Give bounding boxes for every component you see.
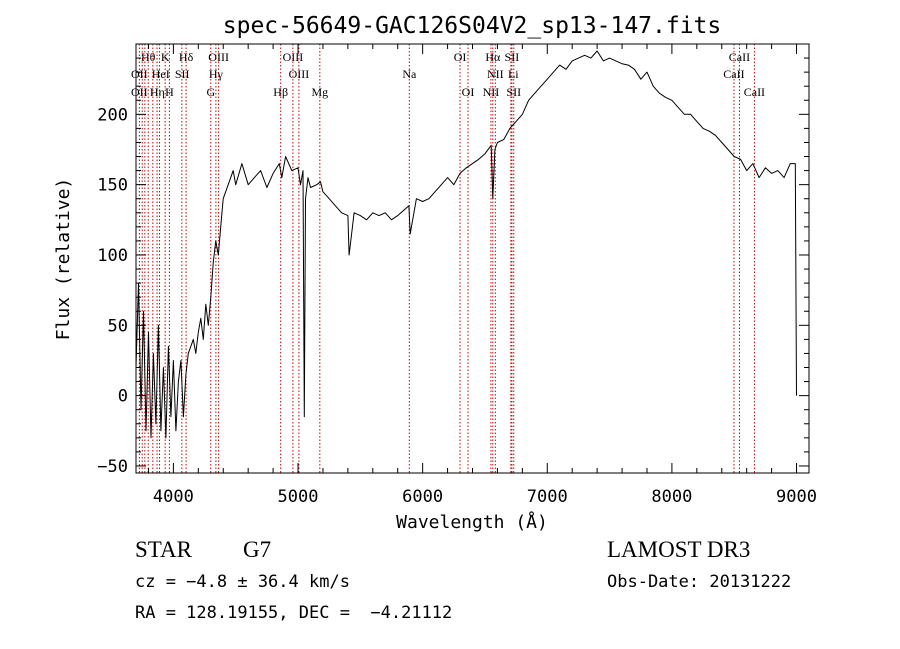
y-axis: −50 0 50 100 150 200 bbox=[97, 57, 809, 477]
line-label: K bbox=[161, 50, 170, 64]
line-label: SII bbox=[506, 85, 521, 99]
line-label: SII bbox=[505, 50, 520, 64]
line-label: Hθ bbox=[141, 50, 156, 64]
x-tick-label: 4000 bbox=[153, 487, 194, 507]
line-label: OIII bbox=[283, 50, 304, 64]
y-tick-label: 50 bbox=[108, 316, 128, 336]
line-label: Mg bbox=[311, 85, 328, 99]
line-label: NII bbox=[483, 85, 500, 99]
spectrum-layer bbox=[135, 50, 797, 439]
x-tick-label: 7000 bbox=[527, 487, 568, 507]
line-marker-layer bbox=[138, 44, 755, 473]
line-label: H bbox=[165, 85, 174, 99]
line-label: Na bbox=[402, 67, 417, 81]
chart-title: spec-56649-GAC126S04V2_sp13-147.fits bbox=[223, 13, 722, 39]
spectral-subclass: G7 bbox=[243, 537, 272, 562]
line-label: CaII bbox=[744, 85, 765, 99]
y-tick-label: 200 bbox=[97, 105, 128, 125]
y-tick-label: 0 bbox=[118, 387, 128, 407]
x-tick-label: 6000 bbox=[402, 487, 443, 507]
line-label: Hδ bbox=[179, 50, 194, 64]
line-label: OIII bbox=[289, 67, 310, 81]
line-label-layer: Hθ K Hδ OIII OIII OI Hα SII CaII OII HeI SII Hγ OIII N… bbox=[131, 50, 765, 99]
y-tick-label: 150 bbox=[97, 176, 128, 196]
line-label: OIII bbox=[208, 50, 229, 64]
line-label: G bbox=[206, 85, 215, 99]
line-label: OI bbox=[454, 50, 467, 64]
line-label: Hγ bbox=[209, 67, 224, 81]
y-axis-label: Flux (relative) bbox=[53, 178, 74, 341]
line-label: HeI bbox=[152, 67, 170, 81]
line-label: Hη bbox=[150, 85, 165, 99]
x-axis: 4000 5000 6000 7000 8000 9000 bbox=[147, 44, 817, 507]
line-label: CaII bbox=[729, 50, 750, 64]
line-label: NII bbox=[487, 67, 504, 81]
line-label: Hα bbox=[485, 50, 501, 64]
y-tick-label: 100 bbox=[97, 246, 128, 266]
line-label: SII bbox=[175, 67, 190, 81]
y-tick-label: −50 bbox=[97, 457, 128, 477]
observation-date: Obs-Date: 20131222 bbox=[607, 572, 792, 592]
x-tick-label: 8000 bbox=[651, 487, 692, 507]
coordinates-readout: RA = 128.19155, DEC = −4.21112 bbox=[135, 603, 453, 623]
spectrum-trace bbox=[135, 50, 797, 439]
line-label: OII bbox=[131, 67, 148, 81]
line-label: Hβ bbox=[273, 85, 288, 99]
x-tick-label: 9000 bbox=[776, 487, 817, 507]
redshift-readout: cz = −4.8 ± 36.4 km/s bbox=[135, 572, 350, 592]
line-label: OI bbox=[462, 85, 475, 99]
line-label: CaII bbox=[723, 67, 744, 81]
object-type: STAR bbox=[135, 537, 192, 562]
plot-frame bbox=[135, 43, 810, 474]
line-label: Li bbox=[508, 67, 519, 81]
x-axis-label: Wavelength (Å) bbox=[396, 511, 548, 533]
line-label: OII bbox=[131, 85, 148, 99]
survey-name: LAMOST DR3 bbox=[607, 537, 751, 562]
x-tick-label: 5000 bbox=[278, 487, 319, 507]
